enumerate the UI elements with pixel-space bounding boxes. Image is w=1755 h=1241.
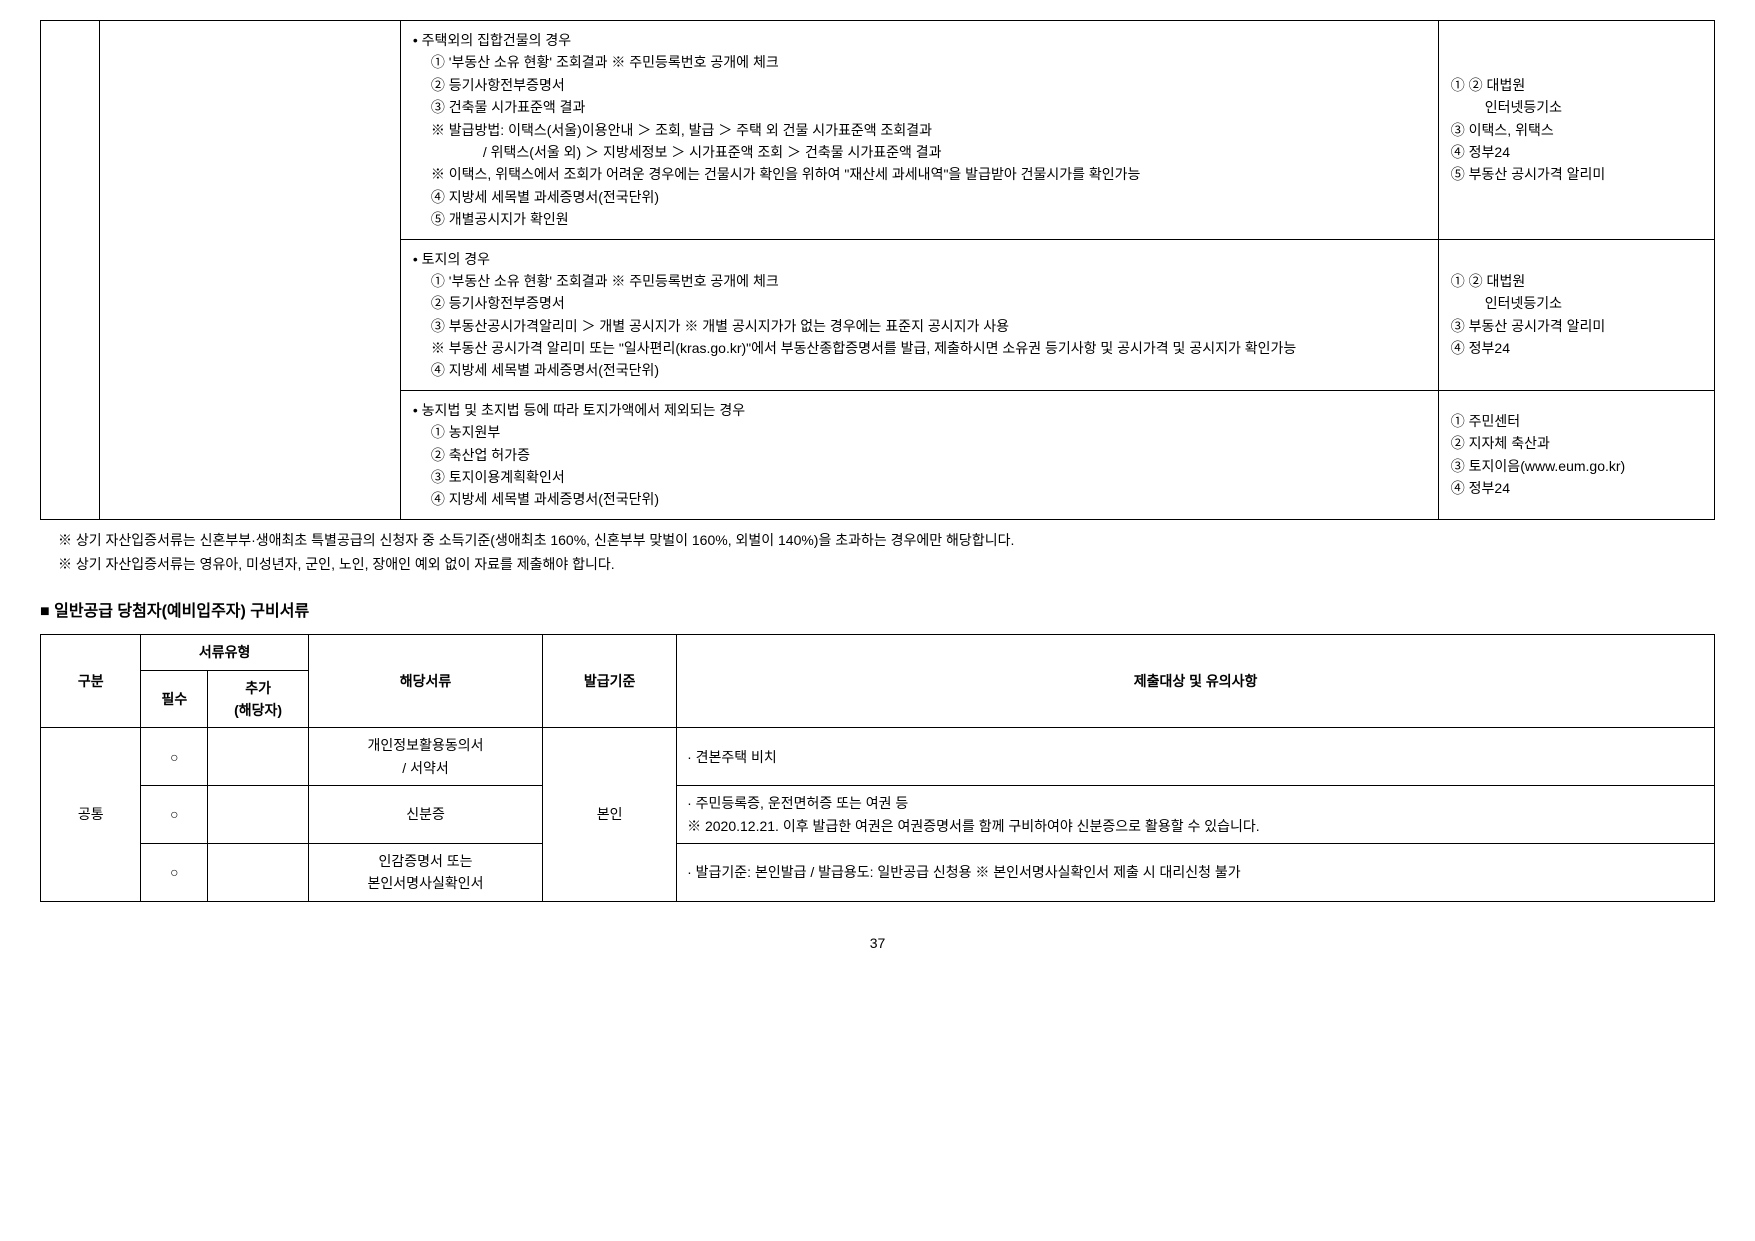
row3-right-line3: ③ 토지이음(www.eum.go.kr) [1451, 455, 1702, 477]
cell-gongtong: 공통 [41, 728, 141, 901]
row3-line5: ④ 지방세 세목별 과세증명서(전국단위) [413, 488, 1426, 510]
header-chuga: 추가 (해당자) [208, 670, 308, 728]
row1-right-line4: ④ 정부24 [1451, 141, 1702, 163]
cell-r2-doc: 신분증 [308, 786, 542, 844]
row2-right-line2: 인터넷등기소 [1451, 292, 1702, 314]
lower-row-1: 공통 ○ 개인정보활용동의서 / 서약서 본인 · 견본주택 비치 [41, 728, 1715, 786]
lower-row-3: ○ 인감증명서 또는 본인서명사실확인서 · 발급기준: 본인발급 / 발급용도… [41, 843, 1715, 901]
row2-line2: ① '부동산 소유 현황' 조회결과 ※ 주민등록번호 공개에 체크 [413, 270, 1426, 292]
note-line-2: ※ 상기 자산입증서류는 영유아, 미성년자, 군인, 노인, 장애인 예외 없… [40, 552, 1715, 576]
cell-r3-chuga [208, 843, 308, 901]
lower-requirements-table: 구분 서류유형 해당서류 발급기준 제출대상 및 유의사항 필수 추가 (해당자… [40, 634, 1715, 902]
row1-line9: ⑤ 개별공시지가 확인원 [413, 208, 1426, 230]
row2-line3: ② 등기사항전부증명서 [413, 292, 1426, 314]
cell-r1-pilsu: ○ [141, 728, 208, 786]
row1-content: • 주택외의 집합건물의 경우 ① '부동산 소유 현황' 조회결과 ※ 주민등… [400, 21, 1438, 240]
upper-blank-col-2 [99, 21, 400, 520]
row2-right-line3: ③ 부동산 공시가격 알리미 [1451, 315, 1702, 337]
lower-table-header: 구분 서류유형 해당서류 발급기준 제출대상 및 유의사항 필수 추가 (해당자… [41, 635, 1715, 728]
row1-right-line1: ① ② 대법원 [1451, 74, 1702, 96]
row1-line3: ② 등기사항전부증명서 [413, 74, 1426, 96]
cell-r1-chuga [208, 728, 308, 786]
cell-r2-chuga [208, 786, 308, 844]
cell-r3-doc: 인감증명서 또는 본인서명사실확인서 [308, 843, 542, 901]
upper-detail-table: • 주택외의 집합건물의 경우 ① '부동산 소유 현황' 조회결과 ※ 주민등… [40, 20, 1715, 520]
row3-line2: ① 농지원부 [413, 421, 1426, 443]
cell-r3-target: · 발급기준: 본인발급 / 발급용도: 일반공급 신청용 ※ 본인서명사실확인… [677, 843, 1715, 901]
header-seoryu: 서류유형 [141, 635, 308, 670]
row3-right-line4: ④ 정부24 [1451, 477, 1702, 499]
lower-row-2: ○ 신분증 · 주민등록증, 운전면허증 또는 여권 등 ※ 2020.12.2… [41, 786, 1715, 844]
row3-line3: ② 축산업 허가증 [413, 444, 1426, 466]
cell-r1-doc: 개인정보활용동의서 / 서약서 [308, 728, 542, 786]
row3-right-line2: ② 지자체 축산과 [1451, 432, 1702, 454]
cell-r1-target: · 견본주택 비치 [677, 728, 1715, 786]
row1-right: ① ② 대법원 인터넷등기소 ③ 이택스, 위택스 ④ 정부24 ⑤ 부동산 공… [1438, 21, 1714, 240]
upper-blank-col-1 [41, 21, 100, 520]
row2-right-line4: ④ 정부24 [1451, 337, 1702, 359]
row3-line4: ③ 토지이용계획확인서 [413, 466, 1426, 488]
cell-r2-target: · 주민등록증, 운전면허증 또는 여권 등 ※ 2020.12.21. 이후 … [677, 786, 1715, 844]
cell-r3-pilsu: ○ [141, 843, 208, 901]
row1-line5: ※ 발급방법: 이택스(서울)이용안내 ＞ 조회, 발급 ＞ 주택 외 건물 시… [413, 119, 1426, 141]
row1-line6: / 위택스(서울 외) ＞ 지방세정보 ＞ 시가표준액 조회 ＞ 건축물 시가표… [413, 141, 1426, 163]
row1-right-line5: ⑤ 부동산 공시가격 알리미 [1451, 163, 1702, 185]
row3-content: • 농지법 및 초지법 등에 따라 토지가액에서 제외되는 경우 ① 농지원부 … [400, 390, 1438, 519]
row1-right-line2: 인터넷등기소 [1451, 96, 1702, 118]
header-balgeup: 발급기준 [543, 635, 677, 728]
section-title: ■ 일반공급 당첨자(예비입주자) 구비서류 [40, 599, 1715, 625]
row3-right: ① 주민센터 ② 지자체 축산과 ③ 토지이음(www.eum.go.kr) ④… [1438, 390, 1714, 519]
row2-line5: ※ 부동산 공시가격 알리미 또는 "일사편리(kras.go.kr)"에서 부… [413, 337, 1426, 359]
row2-line4: ③ 부동산공시가격알리미 ＞ 개별 공시지가 ※ 개별 공시지가가 없는 경우에… [413, 315, 1426, 337]
row1-line2: ① '부동산 소유 현황' 조회결과 ※ 주민등록번호 공개에 체크 [413, 51, 1426, 73]
cell-bonin: 본인 [543, 728, 677, 901]
row1-line8: ④ 지방세 세목별 과세증명서(전국단위) [413, 186, 1426, 208]
row2-line6: ④ 지방세 세목별 과세증명서(전국단위) [413, 359, 1426, 381]
row2-line1: • 토지의 경우 [413, 248, 1426, 270]
row2-content: • 토지의 경우 ① '부동산 소유 현황' 조회결과 ※ 주민등록번호 공개에… [400, 239, 1438, 390]
row2-right-line1: ① ② 대법원 [1451, 270, 1702, 292]
note-line-1: ※ 상기 자산입증서류는 신혼부부·생애최초 특별공급의 신청자 중 소득기준(… [40, 528, 1715, 552]
row3-line1: • 농지법 및 초지법 등에 따라 토지가액에서 제외되는 경우 [413, 399, 1426, 421]
row1-right-line3: ③ 이택스, 위택스 [1451, 119, 1702, 141]
row1-line4: ③ 건축물 시가표준액 결과 [413, 96, 1426, 118]
header-pilsu: 필수 [141, 670, 208, 728]
upper-row-building: • 주택외의 집합건물의 경우 ① '부동산 소유 현황' 조회결과 ※ 주민등… [41, 21, 1715, 240]
cell-r2-pilsu: ○ [141, 786, 208, 844]
header-jaechul: 제출대상 및 유의사항 [677, 635, 1715, 728]
row3-right-line1: ① 주민센터 [1451, 410, 1702, 432]
page-number: 37 [40, 932, 1715, 954]
row1-line1: • 주택외의 집합건물의 경우 [413, 29, 1426, 51]
header-gubun: 구분 [41, 635, 141, 728]
row2-right: ① ② 대법원 인터넷등기소 ③ 부동산 공시가격 알리미 ④ 정부24 [1438, 239, 1714, 390]
notes-block: ※ 상기 자산입증서류는 신혼부부·생애최초 특별공급의 신청자 중 소득기준(… [40, 528, 1715, 577]
row1-line7: ※ 이택스, 위택스에서 조회가 어려운 경우에는 건물시가 확인을 위하여 "… [413, 163, 1426, 185]
header-haedang: 해당서류 [308, 635, 542, 728]
